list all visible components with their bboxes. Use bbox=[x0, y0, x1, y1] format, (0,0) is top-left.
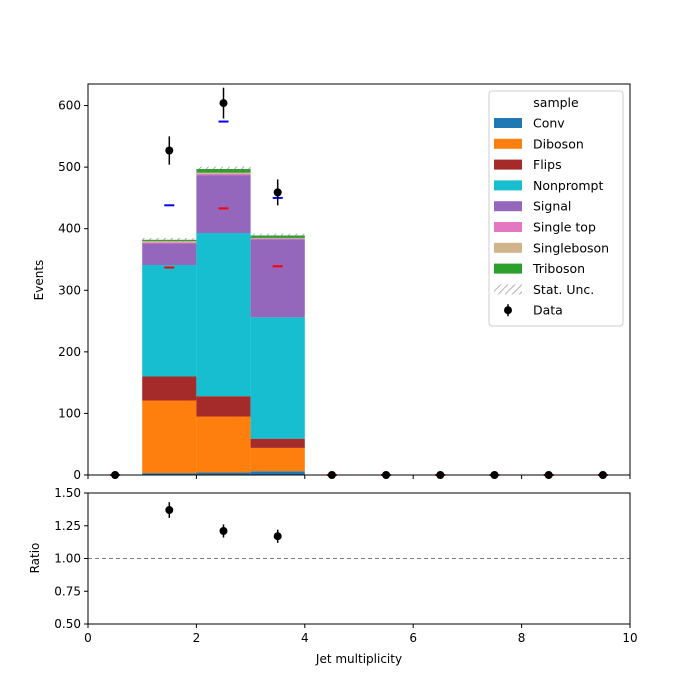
stat-unc-band bbox=[196, 166, 251, 172]
bar-diboson bbox=[142, 400, 197, 474]
data-point bbox=[165, 146, 174, 155]
main-y-tick-label: 600 bbox=[58, 99, 81, 113]
main-x-ticks bbox=[87, 475, 631, 479]
main-y-tick-label: 200 bbox=[58, 345, 81, 359]
bar-singleboson bbox=[250, 237, 305, 239]
stat-unc-band bbox=[142, 237, 197, 242]
ratio-y-tick-label: 1.25 bbox=[54, 519, 81, 533]
legend-label: Triboson bbox=[532, 261, 585, 276]
ratio-y-tick-label: 0.75 bbox=[54, 584, 81, 598]
bar-nonprompt bbox=[196, 233, 251, 397]
bar-single-top bbox=[142, 242, 197, 244]
ratio-point bbox=[219, 526, 228, 535]
legend-label: Diboson bbox=[533, 136, 584, 151]
bar-signal bbox=[196, 175, 251, 234]
legend-label: Signal bbox=[533, 199, 571, 214]
legend-swatch-flips bbox=[494, 159, 522, 170]
data-point bbox=[273, 188, 282, 197]
main-panel: 0 100 200 300 400 500 600 Events bbox=[32, 83, 631, 482]
legend-swatch-conv bbox=[494, 118, 522, 128]
main-y-tick-label: 500 bbox=[58, 160, 81, 174]
bar-diboson bbox=[250, 447, 305, 472]
bar-conv bbox=[196, 472, 251, 475]
legend-swatch-diboson bbox=[494, 138, 522, 149]
stat-unc-band bbox=[250, 233, 305, 238]
legend-label: Flips bbox=[533, 157, 562, 172]
main-y-axis-label: Events bbox=[32, 260, 46, 301]
bar-diboson bbox=[196, 416, 251, 473]
ratio-y-tick-label: 1.50 bbox=[54, 486, 81, 500]
ratio-panel: 0.50 0.75 1.00 1.25 1.50 0 2 4 6 8 10 Ratio Jet m… bbox=[28, 486, 638, 666]
bar-conv bbox=[142, 473, 197, 475]
ratio-point bbox=[273, 532, 282, 541]
legend: sample Conv Diboson Flips Nonprompt Signal Si… bbox=[488, 90, 624, 327]
main-y-tick-label: 0 bbox=[73, 468, 81, 482]
legend-label: Data bbox=[533, 303, 563, 318]
bar-flips bbox=[250, 438, 305, 448]
bar-single-top bbox=[250, 238, 305, 240]
legend-box bbox=[488, 90, 624, 327]
bar-nonprompt bbox=[250, 317, 305, 439]
ratio-points bbox=[165, 502, 282, 543]
bar-singleboson bbox=[196, 172, 251, 174]
main-y-tick-label: 400 bbox=[58, 222, 81, 236]
x-tick-label: 6 bbox=[409, 631, 417, 645]
bar-signal bbox=[250, 239, 305, 318]
legend-swatch-singleboson bbox=[494, 242, 522, 253]
legend-label: Conv bbox=[533, 116, 565, 131]
stacked-bars bbox=[142, 168, 305, 475]
bar-signal bbox=[142, 243, 197, 266]
x-tick-label: 4 bbox=[301, 631, 309, 645]
legend-swatch-signal bbox=[494, 201, 522, 212]
bar-single-top bbox=[196, 173, 251, 176]
main-y-ticks: 0 100 200 300 400 500 600 bbox=[58, 99, 88, 482]
bar-flips bbox=[196, 396, 251, 417]
main-y-tick-label: 300 bbox=[58, 283, 81, 297]
legend-label: Nonprompt bbox=[533, 178, 603, 193]
x-tick-label: 0 bbox=[84, 631, 92, 645]
bar-nonprompt bbox=[142, 265, 197, 377]
x-tick-label: 8 bbox=[518, 631, 526, 645]
ratio-y-tick-label: 1.00 bbox=[54, 552, 81, 566]
ratio-y-axis-label: Ratio bbox=[28, 543, 42, 574]
x-tick-label: 10 bbox=[622, 631, 637, 645]
ratio-point bbox=[165, 506, 174, 515]
x-axis-label: Jet multiplicity bbox=[315, 652, 402, 666]
bar-flips bbox=[142, 376, 197, 401]
legend-label: Singleboson bbox=[533, 240, 609, 255]
legend-swatch-stat-unc bbox=[494, 284, 522, 295]
legend-swatch-triboson bbox=[494, 263, 522, 274]
legend-label: Stat. Unc. bbox=[533, 282, 594, 297]
legend-data-marker bbox=[504, 306, 512, 315]
legend-swatch-nonprompt bbox=[494, 180, 522, 191]
main-y-tick-label: 100 bbox=[58, 406, 81, 420]
stat-unc-bands bbox=[142, 166, 305, 242]
bar-conv bbox=[250, 471, 305, 475]
legend-label: Single top bbox=[533, 220, 596, 235]
main-frame bbox=[87, 83, 631, 476]
legend-swatch-single-top bbox=[494, 222, 522, 232]
x-tick-label: 2 bbox=[193, 631, 201, 645]
legend-items: Conv Diboson Flips Nonprompt Signal Single to… bbox=[494, 116, 609, 318]
ratio-x-ticks: 0 2 4 6 8 10 bbox=[84, 624, 638, 645]
ratio-y-ticks: 0.50 0.75 1.00 1.25 1.50 bbox=[54, 486, 88, 631]
ratio-y-tick-label: 0.50 bbox=[54, 617, 81, 631]
legend-title: sample bbox=[533, 95, 579, 110]
data-point bbox=[219, 99, 228, 108]
